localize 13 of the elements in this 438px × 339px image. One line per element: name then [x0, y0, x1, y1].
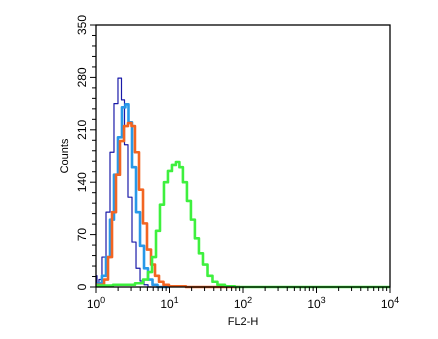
- x-tick-label: 10$^{3}$: [307, 295, 326, 311]
- y-tick-label: 280: [75, 67, 89, 88]
- x-tick-label: 10$^{4}$: [380, 295, 400, 311]
- y-tick-label: 70: [75, 228, 89, 242]
- y-axis-title: Counts: [59, 138, 71, 174]
- y-tick-label: 0: [75, 283, 89, 290]
- x-tick-label: 10$^{1}$: [160, 295, 179, 311]
- y-tick-label: 210: [75, 119, 89, 140]
- y-tick-label: 140: [75, 172, 89, 192]
- x-axis-title: FL2-H: [228, 316, 258, 328]
- y-tick-label: 350: [75, 14, 89, 36]
- x-tick-label: 10$^{2}$: [234, 295, 252, 311]
- x-tick-label: 10$^{0}$: [86, 295, 106, 311]
